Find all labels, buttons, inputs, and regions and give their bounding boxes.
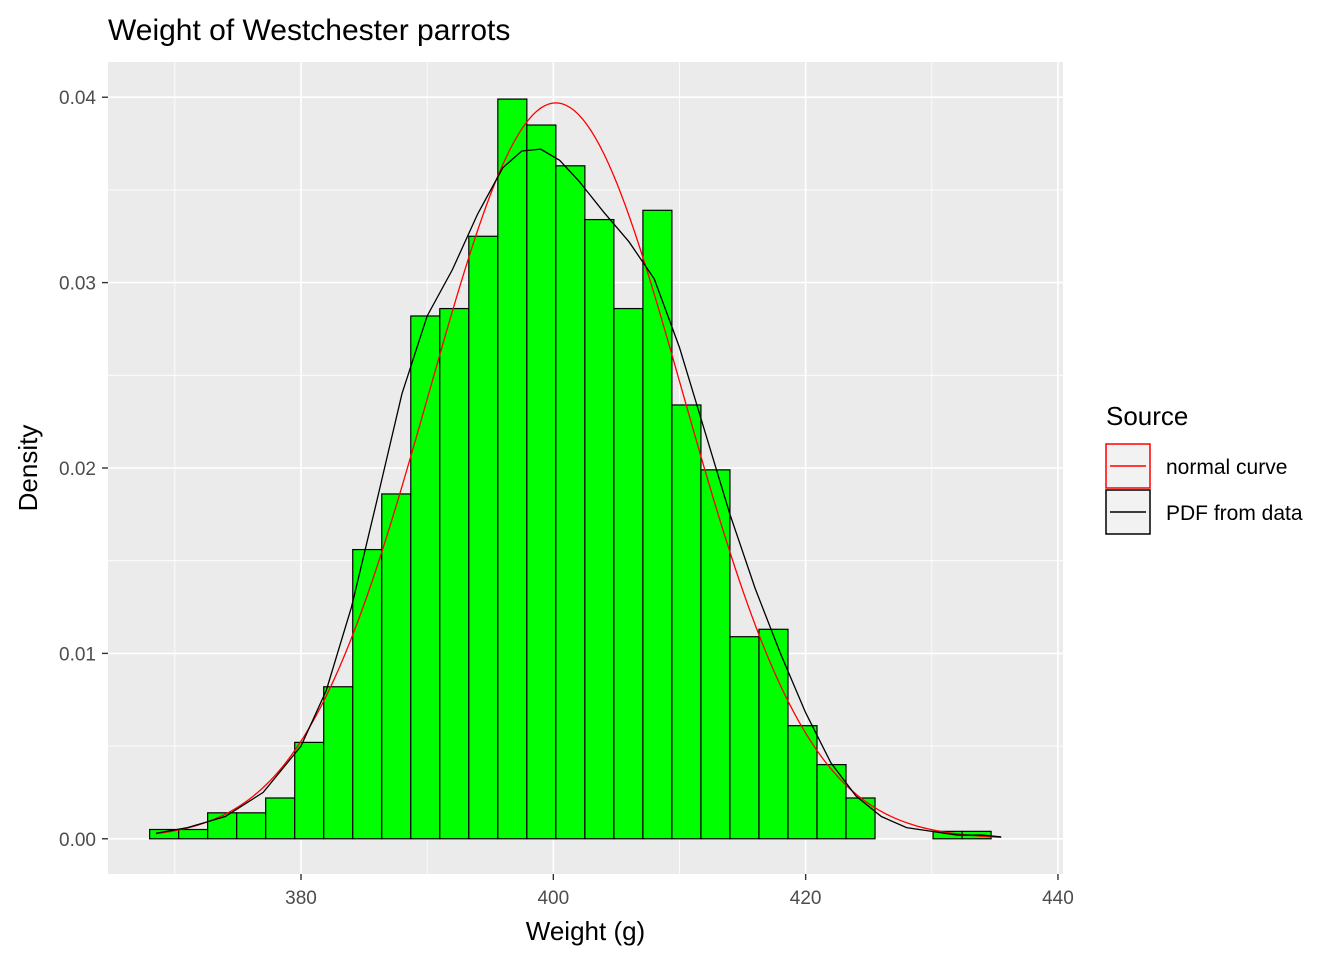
legend-label-normal-curve: normal curve <box>1166 456 1287 479</box>
y-tick-label: 0.04 <box>59 88 96 109</box>
legend-label-pdf-from-data: PDF from data <box>1166 502 1303 525</box>
histogram-bar <box>178 828 209 840</box>
x-axis-title: Weight (g) <box>526 916 645 946</box>
y-tick-label: 0.00 <box>59 830 96 851</box>
legend-item-pdf-from-data: PDF from data <box>1105 489 1303 535</box>
x-tick-label: 400 <box>537 888 569 909</box>
x-tick-label: 420 <box>790 888 822 909</box>
legend-title: Source <box>1106 401 1188 431</box>
histogram-bar <box>236 812 267 840</box>
x-tick-label: 380 <box>285 888 317 909</box>
y-tick-label: 0.02 <box>59 459 96 480</box>
histogram-bar <box>555 165 586 840</box>
histogram-bar <box>381 493 412 840</box>
x-axis: 380 400 420 440 <box>285 874 1074 909</box>
histogram-bar <box>352 548 383 840</box>
histogram-bar <box>526 124 557 840</box>
legend: Source normal curve PDF from data <box>1105 401 1303 535</box>
y-tick-label: 0.03 <box>59 274 96 295</box>
histogram-bar <box>294 741 325 840</box>
histogram-bar <box>207 812 238 840</box>
histogram-bar <box>758 628 789 840</box>
x-tick-label: 440 <box>1042 888 1074 909</box>
histogram-bars <box>149 98 992 840</box>
histogram-bar <box>787 725 818 840</box>
y-axis: 0.00 0.01 0.02 0.03 0.04 <box>59 88 108 851</box>
y-axis-title: Density <box>13 425 43 512</box>
histogram-bar <box>729 636 760 840</box>
chart-title: Weight of Westchester parrots <box>108 14 510 47</box>
histogram-bar <box>468 235 499 840</box>
density-curves <box>155 102 1002 838</box>
histogram-bar <box>816 764 847 840</box>
pdf-from-data-curve <box>155 148 1002 838</box>
y-tick-label: 0.01 <box>59 644 96 665</box>
histogram-bar <box>584 218 615 840</box>
histogram-bar <box>323 686 354 840</box>
histogram-bar <box>671 404 702 840</box>
histogram-bar <box>410 315 441 840</box>
histogram-bar <box>497 98 528 840</box>
histogram-bar <box>845 797 876 840</box>
histogram-bar <box>439 307 470 840</box>
normal-curve-curve <box>155 102 1002 838</box>
legend-item-normal-curve: normal curve <box>1105 443 1287 489</box>
histogram-bar <box>613 307 644 840</box>
histogram-bar <box>265 797 296 840</box>
histogram-bar <box>700 469 731 840</box>
